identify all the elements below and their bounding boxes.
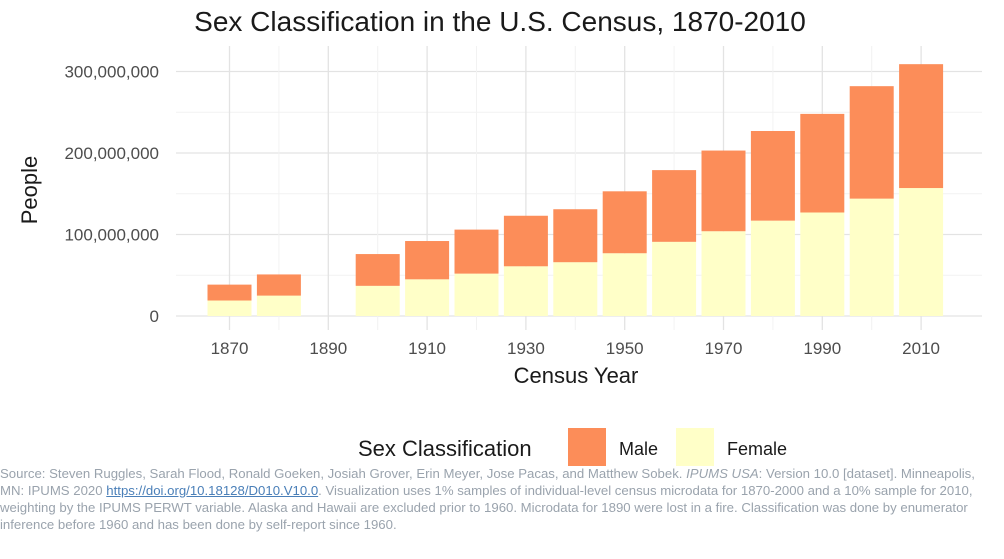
y-tick-label: 0 xyxy=(150,307,159,326)
bar-female-1900 xyxy=(355,285,400,316)
source-note: Source: Steven Ruggles, Sarah Flood, Ron… xyxy=(0,465,992,533)
bar-male-1910 xyxy=(405,241,450,280)
bar-male-2000 xyxy=(849,86,894,199)
y-tick-label: 200,000,000 xyxy=(64,144,159,163)
legend-swatch-male xyxy=(568,428,606,466)
x-tick-label: 1990 xyxy=(803,339,841,358)
bar-male-1880 xyxy=(256,274,301,296)
bar-female-1970 xyxy=(701,231,746,316)
source-doi-link[interactable]: https://doi.org/10.18128/D010.V10.0 xyxy=(106,483,319,498)
bar-female-1950 xyxy=(602,253,647,316)
legend-title: Sex Classification xyxy=(358,436,532,461)
bar-female-2010 xyxy=(899,188,944,316)
bar-female-1870 xyxy=(207,300,252,316)
bar-male-1950 xyxy=(602,191,647,254)
x-tick-label: 1970 xyxy=(705,339,743,358)
bars-layer xyxy=(207,64,944,316)
x-tick-label: 1870 xyxy=(211,339,249,358)
bar-female-1990 xyxy=(800,212,845,316)
x-tick-label: 2010 xyxy=(902,339,940,358)
bar-female-1960 xyxy=(652,241,697,316)
y-tick-labels: 0 100,000,000 200,000,000 300,000,000 xyxy=(64,63,159,327)
x-tick-label: 1910 xyxy=(408,339,446,358)
legend: Sex Classification Male Female xyxy=(358,428,787,466)
x-tick-label: 1950 xyxy=(606,339,644,358)
source-prefix: Source: Steven Ruggles, Sarah Flood, Ron… xyxy=(0,466,687,481)
x-axis-label: Census Year xyxy=(514,363,639,388)
x-tick-labels: 1870 1890 1910 1930 1950 1970 1990 2010 xyxy=(211,339,940,358)
bar-male-1870 xyxy=(207,284,252,301)
bar-male-1960 xyxy=(652,170,697,242)
y-tick-label: 100,000,000 xyxy=(64,226,159,245)
source-middle: : Version 10.0 [dataset]. Minneapolis, M… xyxy=(0,466,975,498)
bar-male-1980 xyxy=(750,130,795,221)
source-suffix: . Visualization uses 1% samples of indiv… xyxy=(0,483,973,532)
bar-female-2000 xyxy=(849,198,894,316)
bar-female-1980 xyxy=(750,220,795,316)
source-italic: IPUMS USA xyxy=(686,466,759,481)
y-axis-label: People xyxy=(17,156,42,225)
x-tick-label: 1890 xyxy=(309,339,347,358)
legend-label-female: Female xyxy=(727,439,787,459)
bar-male-1940 xyxy=(553,209,598,263)
bar-female-1940 xyxy=(553,262,598,316)
y-tick-label: 300,000,000 xyxy=(64,63,159,82)
bar-male-2010 xyxy=(899,64,944,189)
bar-male-1930 xyxy=(503,215,548,267)
x-tick-label: 1930 xyxy=(507,339,545,358)
chart-title: Sex Classification in the U.S. Census, 1… xyxy=(194,6,806,37)
bar-female-1920 xyxy=(454,273,499,316)
bar-male-1970 xyxy=(701,150,746,232)
bar-male-1990 xyxy=(800,113,845,213)
bar-female-1880 xyxy=(256,295,301,316)
legend-label-male: Male xyxy=(619,439,658,459)
bar-female-1930 xyxy=(503,266,548,316)
bar-male-1900 xyxy=(355,254,400,286)
bar-male-1920 xyxy=(454,229,499,274)
bar-female-1910 xyxy=(405,279,450,316)
legend-swatch-female xyxy=(676,428,714,466)
